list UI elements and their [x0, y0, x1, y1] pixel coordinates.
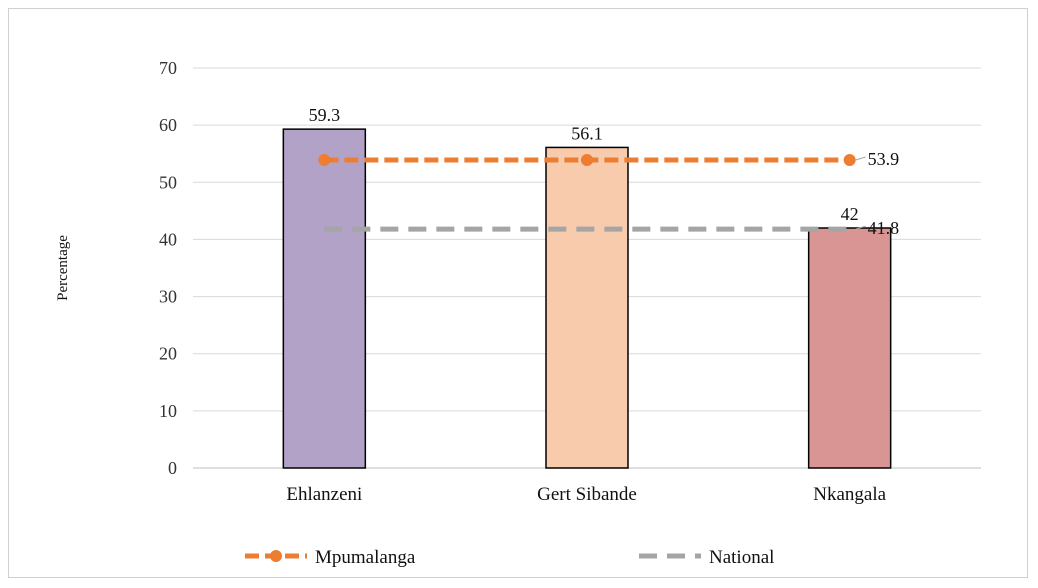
bar-ehlanzeni	[282, 128, 367, 469]
y-tick-label: 20	[159, 344, 177, 364]
legend-label-mpumalanga: Mpumalanga	[315, 547, 416, 568]
line-marker	[318, 154, 331, 166]
y-tick-label: 30	[159, 287, 177, 307]
line-marker	[581, 154, 593, 166]
y-tick-label: 0	[168, 458, 177, 478]
y-tick-label: 60	[159, 115, 177, 135]
y-tick-label: 50	[159, 172, 177, 192]
reference-lines: 53.9 41.8	[318, 149, 899, 238]
x-category-label: Ehlanzeni	[286, 484, 362, 505]
x-axis-categories: Ehlanzeni Gert Sibande Nkangala	[286, 484, 886, 505]
legend: Mpumalanga National	[245, 547, 774, 568]
data-label-leader	[855, 156, 866, 161]
y-axis-title: Percentage	[55, 235, 71, 301]
bar-data-label: 56.1	[571, 123, 603, 143]
y-axis-ticks: 0 10 20 30 40 50 60 70	[159, 58, 177, 478]
y-tick-label: 70	[159, 58, 177, 78]
bar-data-label: 59.3	[309, 105, 341, 125]
bar-data-label: 42	[841, 204, 859, 224]
legend-marker	[270, 550, 282, 562]
y-tick-label: 10	[159, 401, 177, 421]
line-marker	[843, 154, 856, 166]
legend-label-national: National	[709, 547, 774, 568]
bar-nkangala	[807, 227, 892, 469]
bars: 59.3 56.1 42	[282, 105, 892, 469]
chart-canvas: 0 10 20 30 40 50 60 70 59.3 56.1 42 53.9 41.8 Ehla…	[55, 58, 981, 568]
line-data-label: 41.8	[868, 218, 900, 238]
data-label-leader	[855, 225, 866, 230]
chart-frame: 0 10 20 30 40 50 60 70 59.3 56.1 42 53.9 41.8 Ehla…	[8, 8, 1028, 578]
bar-gert-sibande	[545, 146, 629, 469]
line-data-label: 53.9	[868, 149, 900, 169]
x-category-label: Nkangala	[813, 484, 886, 505]
x-category-label: Gert Sibande	[537, 484, 637, 505]
y-tick-label: 40	[159, 229, 177, 249]
